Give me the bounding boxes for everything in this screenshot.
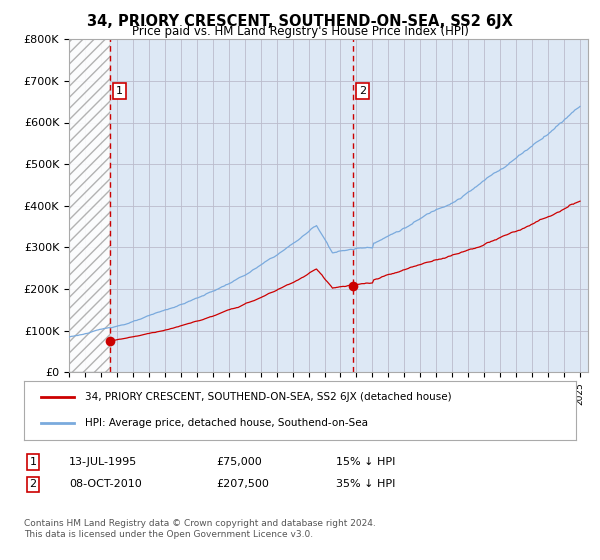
- Text: 1: 1: [29, 457, 37, 467]
- Text: 2: 2: [359, 86, 366, 96]
- Text: Contains HM Land Registry data © Crown copyright and database right 2024.
This d: Contains HM Land Registry data © Crown c…: [24, 520, 376, 539]
- Text: HPI: Average price, detached house, Southend-on-Sea: HPI: Average price, detached house, Sout…: [85, 418, 368, 428]
- Text: 13-JUL-1995: 13-JUL-1995: [69, 457, 137, 467]
- Text: £207,500: £207,500: [216, 479, 269, 489]
- Text: 35% ↓ HPI: 35% ↓ HPI: [336, 479, 395, 489]
- Text: 2: 2: [29, 479, 37, 489]
- Bar: [69, 39, 110, 372]
- Text: £75,000: £75,000: [216, 457, 262, 467]
- Text: 34, PRIORY CRESCENT, SOUTHEND-ON-SEA, SS2 6JX: 34, PRIORY CRESCENT, SOUTHEND-ON-SEA, SS…: [87, 14, 513, 29]
- Text: 15% ↓ HPI: 15% ↓ HPI: [336, 457, 395, 467]
- Text: Price paid vs. HM Land Registry's House Price Index (HPI): Price paid vs. HM Land Registry's House …: [131, 25, 469, 38]
- Text: 1: 1: [116, 86, 123, 96]
- Text: 34, PRIORY CRESCENT, SOUTHEND-ON-SEA, SS2 6JX (detached house): 34, PRIORY CRESCENT, SOUTHEND-ON-SEA, SS…: [85, 392, 451, 402]
- Text: 08-OCT-2010: 08-OCT-2010: [69, 479, 142, 489]
